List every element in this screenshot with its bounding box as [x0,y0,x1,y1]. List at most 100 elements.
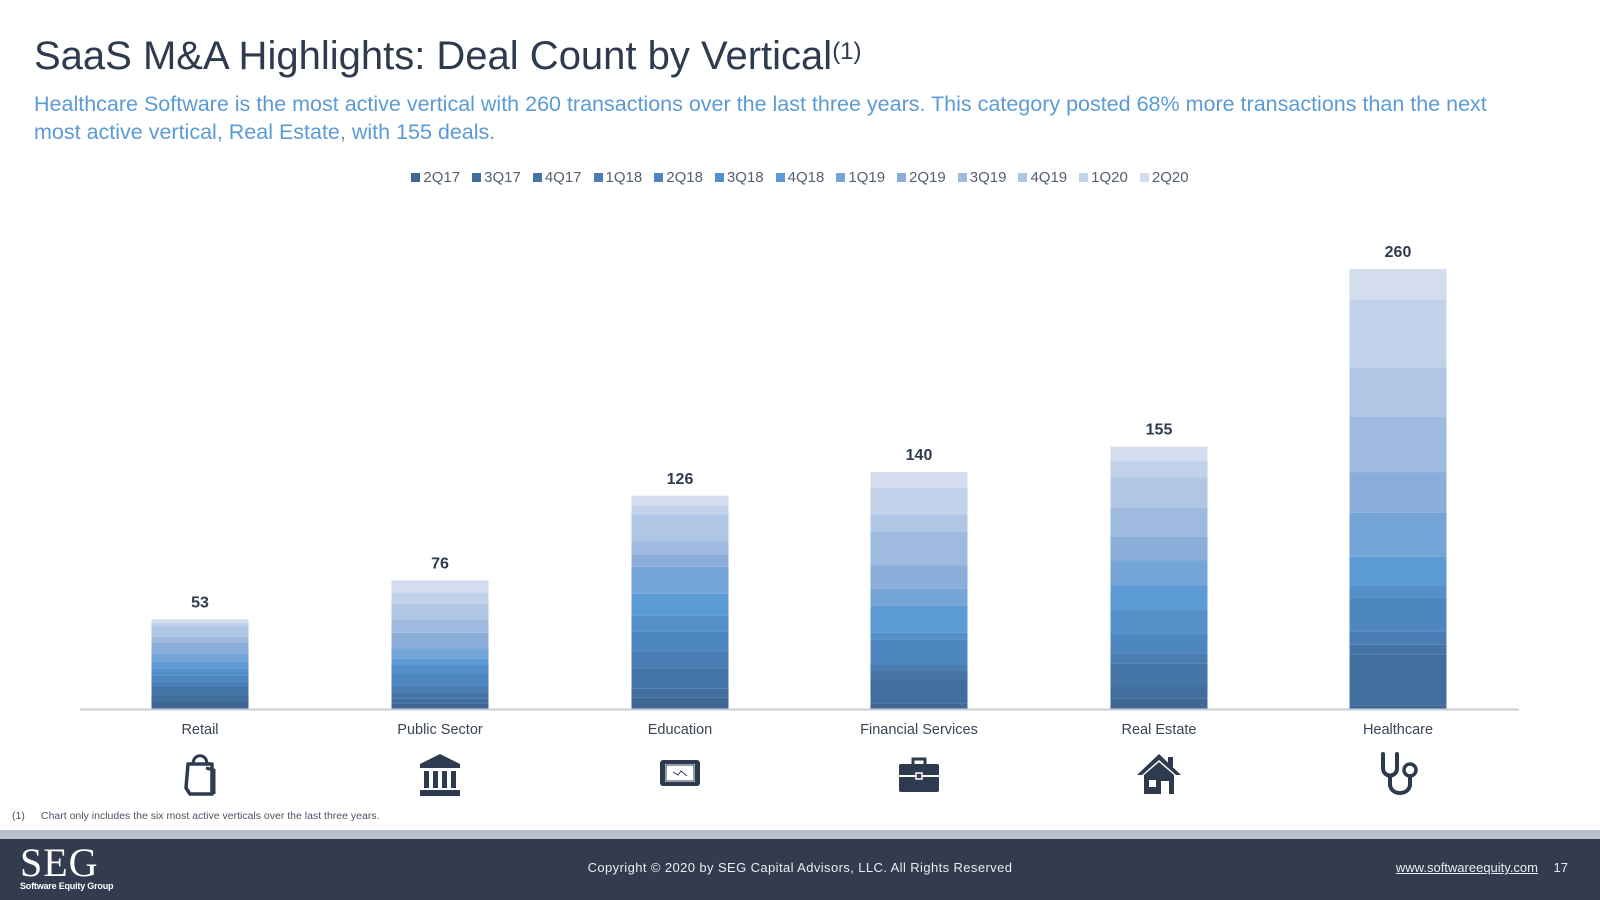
footer-divider-band [0,830,1600,839]
legend-item-2q19: 2Q19 [897,169,946,186]
website-link[interactable]: www.softwareequity.com [1395,860,1538,875]
briefcase-icon [899,757,939,792]
copyright-text: Copyright © 2020 by SEG Capital Advisors… [587,860,1013,875]
bar-segment-real-estate-4q17 [1110,663,1208,687]
bar-segment-healthcare-3q19 [1349,416,1447,473]
bar-segment-real-estate-4q19 [1110,477,1208,508]
legend-swatch [654,173,664,182]
bar-segment-healthcare-1q18 [1349,631,1447,645]
legend-item-4q19: 4Q19 [1018,169,1067,186]
legend-swatch [1079,173,1089,182]
bar-segment-education-2q17 [631,697,729,709]
bar-segment-financial-services-4q18 [870,605,968,633]
category-label: Real Estate [1122,722,1197,738]
tablet-icon [660,760,700,786]
bar-segment-education-2q20 [631,495,729,506]
bar-segment-public-sector-1q18 [391,687,489,693]
legend-item-2q18: 2Q18 [654,169,703,186]
bar-segment-education-3q18 [631,615,729,632]
bar-segment-healthcare-1q20 [1349,299,1447,368]
bar-segment-retail-4q18 [151,661,249,669]
footnote-number: (1) [12,810,25,822]
bar-segment-education-2q19 [631,555,729,567]
bar-segment-real-estate-2q20 [1110,446,1208,461]
bar-segment-healthcare-2q20 [1349,269,1447,300]
bar-segment-financial-services-2q17 [870,703,968,709]
legend-label: 1Q19 [848,169,886,186]
data-label-total: 260 [1385,244,1412,261]
bar-segment-education-2q18 [631,631,729,652]
legend-swatch [957,173,967,182]
legend-label: 4Q19 [1030,169,1068,186]
bar-segment-education-3q17 [631,688,729,698]
bar-segment-real-estate-2q19 [1110,536,1208,561]
logo-main-text: SEG [20,840,99,885]
bar-segment-financial-services-2q20 [870,472,968,488]
legend-swatch [1018,173,1028,182]
page-subtitle: Healthcare Software is the most active v… [34,92,1487,144]
data-label-total: 126 [667,471,694,488]
bar-segment-public-sector-4q19 [391,604,489,620]
category-label: Education [648,722,713,738]
bar-segment-education-1q19 [631,566,729,594]
bar-segment-retail-2q19 [151,643,249,654]
legend-label: 3Q19 [969,169,1007,186]
legend-item-3q18: 3Q18 [714,169,764,186]
bar-segment-financial-services-1q19 [870,588,968,606]
legend-label: 1Q18 [605,169,643,186]
bar-segment-real-estate-1q18 [1110,653,1208,664]
category-label: Public Sector [397,722,483,738]
government-building-icon [420,754,460,796]
bar-segment-real-estate-1q20 [1110,460,1208,478]
bar-segment-retail-4q19 [151,626,249,637]
page-title-text: SaaS M&A Highlights: Deal Count by Verti… [34,34,833,78]
bar-segment-financial-services-3q19 [870,531,968,566]
bar-segment-education-1q20 [631,505,729,515]
legend-label: 3Q17 [484,169,521,186]
legend-swatch [532,173,542,182]
bar-segment-public-sector-2q20 [391,580,489,593]
legend-label: 2Q20 [1151,169,1189,186]
bar-segment-public-sector-2q18 [391,673,489,687]
bar-segment-real-estate-2q17 [1110,698,1208,709]
bar-segment-real-estate-4q18 [1110,585,1208,610]
bar-segment-retail-2q17 [151,700,249,709]
bar-segment-education-4q17 [631,668,729,689]
bar-segment-public-sector-3q18 [391,665,489,674]
bar-segment-retail-1q20 [151,622,249,627]
legend-item-1q20: 1Q20 [1079,169,1128,186]
title-footnote-marker: (1) [832,38,862,65]
bar-segment-real-estate-3q19 [1110,507,1208,537]
bar-segment-financial-services-2q19 [870,565,968,589]
bar-segment-retail-2q18 [151,675,249,682]
bar-segment-education-3q19 [631,541,729,555]
bar-segment-retail-2q20 [151,619,249,623]
logo-sub-text: Software Equity Group [20,881,114,891]
legend-item-4q17: 4Q17 [532,169,582,186]
bar-segment-financial-services-4q17 [870,670,968,679]
legend-item-4q18: 4Q18 [775,169,824,186]
bar-segment-real-estate-2q18 [1110,634,1208,654]
legend-swatch [897,173,907,182]
bar-segment-healthcare-3q17 [1349,654,1447,706]
stethoscope-icon [1381,752,1418,795]
bar-segment-retail-4q17 [151,687,249,696]
legend-label: 2Q17 [423,169,461,186]
category-label: Financial Services [860,722,978,738]
bar-segment-education-4q19 [631,514,729,542]
legend-label: 4Q17 [544,169,582,186]
bar-segment-education-4q18 [631,593,729,616]
legend-item-2q17: 2Q17 [411,169,460,186]
bar-segment-real-estate-3q17 [1110,687,1208,699]
legend-item-3q19: 3Q19 [957,169,1007,186]
chart-legend: 2Q17 3Q17 4Q17 1Q18 2Q18 3Q18 4Q18 1Q19 2Q19 3Q19… [0,169,1600,186]
page-title: SaaS M&A Highlights: Deal Count by Verti… [34,32,862,80]
bar-segment-healthcare-1q19 [1349,512,1447,557]
bar-segment-financial-services-3q17 [870,678,968,704]
legend-label: 3Q18 [726,169,764,186]
bar-segment-public-sector-1q19 [391,648,489,659]
bar-segment-education-1q18 [631,651,729,669]
shopping-bag-icon [184,754,216,796]
bar-segment-healthcare-4q18 [1349,556,1447,586]
